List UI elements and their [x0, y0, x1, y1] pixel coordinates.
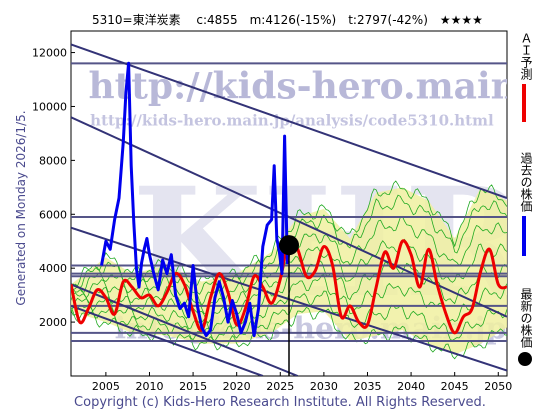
x-tick-label: 2020	[223, 380, 251, 393]
y-tick-label: 8000	[39, 154, 67, 167]
y-tick-label: 6000	[39, 208, 67, 221]
legend-latest-dot	[518, 352, 532, 366]
x-tick-label: 2035	[353, 380, 381, 393]
legend-ai-forecast: ＡＩ予測	[518, 32, 540, 122]
legend-past-price-swatch	[522, 216, 526, 256]
y-tick-label: 12000	[32, 47, 67, 60]
plot-content: http://kids-hero.main.jp/http://kids-her…	[71, 43, 560, 376]
x-tick-label: 2025	[266, 380, 294, 393]
series-past-price	[100, 61, 292, 338]
y-tick-label: 10000	[32, 100, 67, 113]
x-tick-label: 2015	[179, 380, 207, 393]
legend-past-price: 過去の株価	[518, 152, 540, 256]
x-tick-label: 2010	[135, 380, 163, 393]
chart-title: 5310=東洋炭素 c:4855 m:4126(-15%) t:2797(-42…	[92, 12, 483, 27]
y-tick-label: 4000	[39, 262, 67, 275]
x-tick-label: 2040	[397, 380, 425, 393]
legend-latest-price-label: 最新の株価	[519, 288, 533, 348]
trend-line	[71, 43, 507, 200]
trend-line	[71, 116, 507, 318]
watermark-url: http://kids-hero.main.jp/	[88, 65, 560, 107]
legend-ai-forecast-label: ＡＩ予測	[519, 32, 533, 80]
legend-ai-forecast-swatch	[522, 84, 526, 122]
trend-line	[71, 283, 299, 376]
x-tick-label: 2050	[484, 380, 512, 393]
x-tick-label: 2030	[310, 380, 338, 393]
x-tick-label: 2005	[92, 380, 120, 393]
latest-price-point	[279, 235, 299, 256]
y-tick-label: 2000	[39, 316, 67, 329]
copyright-footer: Copyright (c) Kids-Hero Research Institu…	[74, 395, 486, 410]
legend-latest-price: 最新の株価	[518, 288, 540, 366]
watermark-url-analysis: http://kids-hero.main.jp/analysis/code53…	[90, 111, 494, 129]
legend-past-price-label: 過去の株価	[519, 152, 533, 212]
generated-date-label: Generated on Monday 2026/1/5.	[14, 110, 28, 306]
x-tick-label: 2045	[441, 380, 469, 393]
trend-line	[71, 304, 264, 376]
